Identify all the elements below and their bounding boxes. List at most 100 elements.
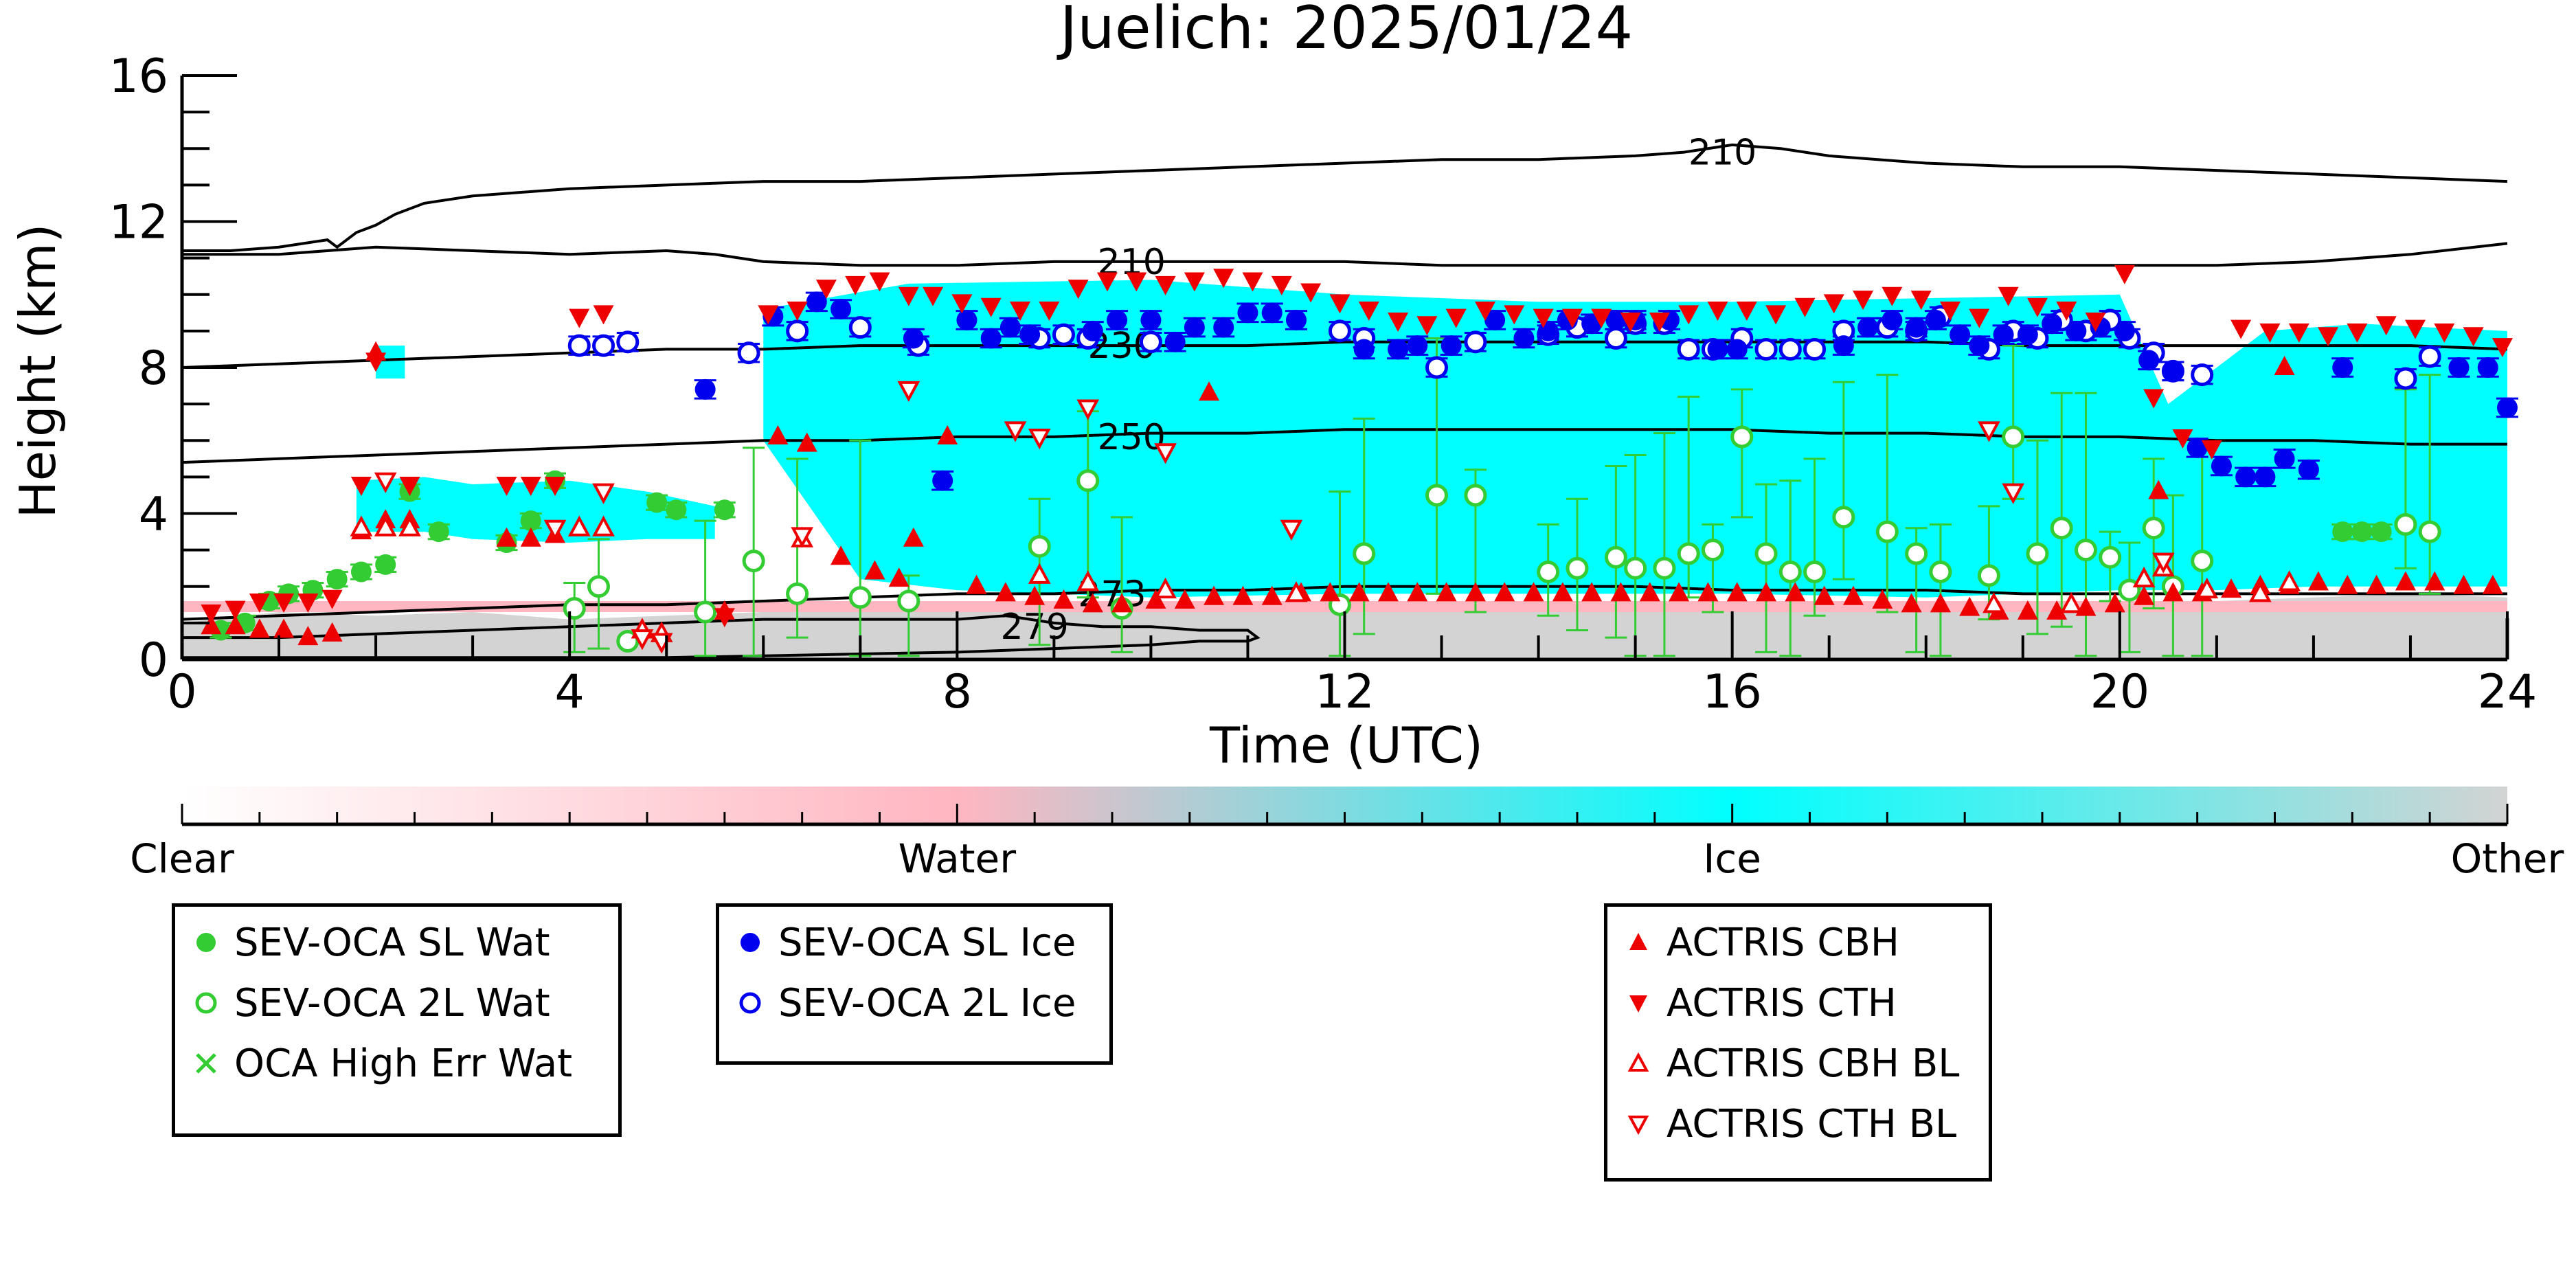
- open-triangle-down-icon: [1627, 1116, 1649, 1136]
- data-point: [1096, 272, 1118, 292]
- data-point: [848, 586, 872, 609]
- data-point: [737, 341, 760, 365]
- data-point: [1082, 593, 1103, 613]
- data-point: [2211, 455, 2232, 477]
- legend-label: ACTRIS CBH: [1667, 920, 1900, 965]
- data-point: [2191, 363, 2214, 387]
- data-point: [1440, 335, 1462, 357]
- data-point: [1145, 589, 1166, 609]
- data-point: [786, 319, 809, 343]
- data-point: [587, 575, 610, 598]
- data-point: [201, 604, 222, 624]
- ice-region: [763, 280, 2507, 598]
- data-point: [2332, 357, 2353, 378]
- data-point: [1533, 308, 1554, 328]
- data-point: [2394, 367, 2417, 390]
- data-point: [666, 499, 687, 521]
- data-point: [2235, 466, 2257, 488]
- data-point: [1199, 381, 1220, 401]
- legend-label: OCA High Err Wat: [234, 1041, 573, 1086]
- data-point: [1052, 323, 1075, 346]
- data-point: [1504, 305, 1525, 325]
- data-point: [1794, 297, 1816, 317]
- data-point: [1872, 589, 1893, 609]
- legend-label: SEV-OCA 2L Wat: [234, 980, 550, 1026]
- data-point: [1436, 582, 1457, 602]
- data-point: [932, 470, 953, 491]
- data-point: [1730, 425, 1754, 449]
- data-point: [2248, 581, 2272, 602]
- legend-entry: ACTRIS CBH BL: [1621, 1041, 1959, 1086]
- data-point: [1300, 283, 1322, 303]
- data-point: [2424, 571, 2445, 591]
- data-point: [1126, 272, 1147, 292]
- data-point: [2195, 577, 2219, 599]
- data-point: [714, 608, 735, 628]
- contour-label: 279: [1001, 607, 1069, 648]
- data-point: [1910, 291, 1932, 310]
- data-point: [831, 299, 852, 319]
- contour-line: [182, 614, 1261, 659]
- data-point: [1028, 563, 1051, 584]
- data-point: [2347, 323, 2368, 343]
- data-point: [2162, 361, 2184, 382]
- data-point: [767, 425, 789, 444]
- data-point: [1425, 356, 1448, 379]
- data-point: [1950, 324, 1971, 346]
- data-point: [1940, 302, 1961, 321]
- data-point: [2448, 357, 2470, 378]
- data-point: [1754, 337, 1778, 361]
- x-tick-label: 0: [167, 665, 196, 719]
- data-point: [1353, 542, 1376, 565]
- data-point: [1620, 312, 1641, 332]
- data-point: [2056, 302, 2077, 321]
- data-point: [980, 328, 1002, 349]
- open-triangle-up-icon: [1627, 1052, 1649, 1072]
- data-point: [350, 477, 372, 496]
- data-point: [806, 291, 827, 313]
- data-point: [758, 305, 779, 325]
- data-point: [273, 618, 295, 638]
- data-point: [1024, 585, 1046, 605]
- data-point: [1139, 330, 1162, 354]
- data-point: [2142, 517, 2165, 540]
- data-point: [1082, 320, 1103, 341]
- data-point: [1464, 330, 1487, 354]
- data-point: [1624, 556, 1647, 580]
- data-point: [2482, 574, 2503, 594]
- data-point: [1707, 339, 1728, 360]
- legend-label: ACTRIS CTH: [1667, 980, 1897, 1026]
- data-point: [616, 330, 640, 354]
- data-point: [1998, 286, 2019, 306]
- legend-entry: ACTRIS CBH: [1621, 920, 1900, 965]
- data-point: [869, 272, 890, 292]
- data-point: [1053, 589, 1074, 609]
- legend-entry: SEV-OCA 2L Ice: [733, 981, 1076, 1026]
- colorbar: Clear Water Ice Other: [130, 787, 2564, 882]
- data-point: [1076, 570, 1100, 591]
- data-point: [1875, 520, 1899, 543]
- colorbar-label: Other: [2451, 835, 2564, 882]
- data-point: [864, 560, 885, 580]
- data-point: [951, 294, 973, 314]
- data-point: [321, 622, 343, 642]
- data-point: [1604, 545, 1627, 569]
- data-point: [567, 334, 591, 357]
- data-point: [2148, 479, 2169, 499]
- data-point: [631, 629, 654, 651]
- data-point: [1561, 308, 1583, 328]
- data-point: [1328, 319, 1351, 343]
- data-point: [1977, 564, 2000, 587]
- data-markers: [201, 264, 2518, 654]
- data-point: [1388, 339, 1409, 360]
- contour-line: [182, 143, 2508, 252]
- legend-water: SEV-OCA SL Wat SEV-OCA 2L Wat OCA High E…: [172, 903, 622, 1137]
- data-point: [2418, 520, 2441, 543]
- data-point: [1329, 294, 1351, 314]
- data-point: [1028, 428, 1051, 450]
- data-point: [2099, 545, 2122, 569]
- data-point: [2017, 324, 2038, 346]
- data-point: [2042, 313, 2063, 335]
- data-point: [845, 275, 866, 295]
